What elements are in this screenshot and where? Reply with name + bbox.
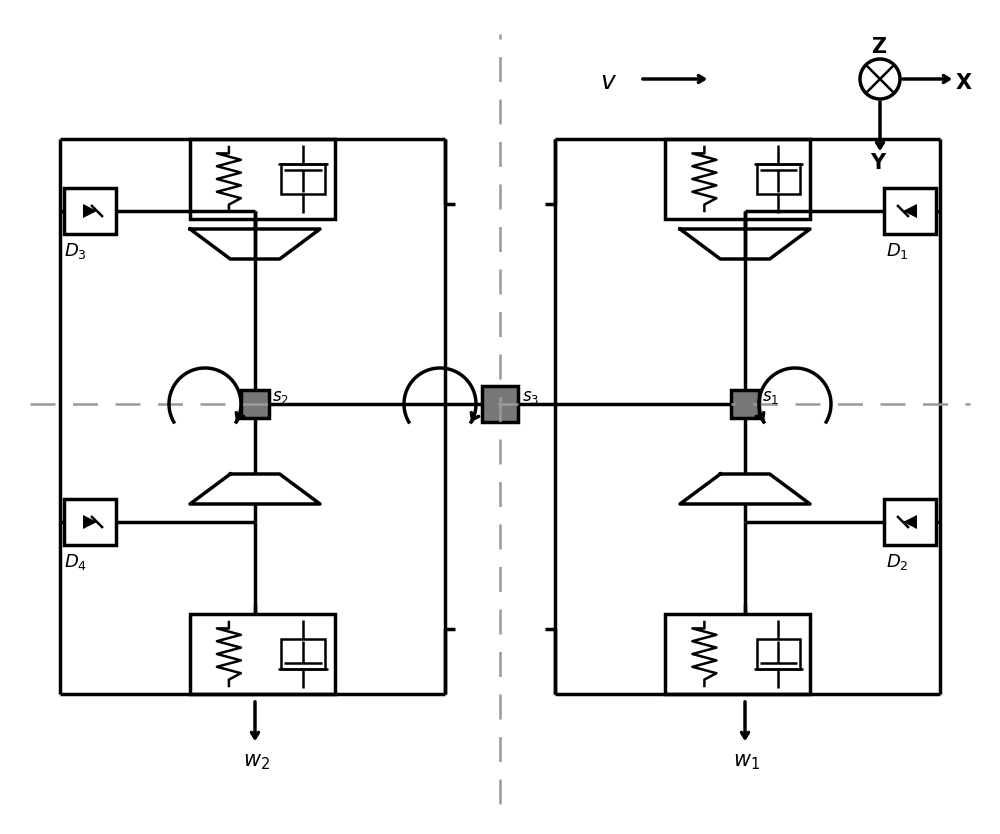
Text: $D_1$: $D_1$ [886,241,909,261]
Polygon shape [680,474,810,504]
Text: Z: Z [871,37,886,57]
Bar [731,390,759,418]
Polygon shape [903,204,917,218]
Bar [190,139,335,219]
Text: $s_3$: $s_3$ [522,389,539,406]
Polygon shape [83,204,97,218]
Text: $v$: $v$ [600,71,617,94]
Bar [281,639,325,669]
Text: $D_3$: $D_3$ [64,241,87,261]
Text: $D_4$: $D_4$ [64,552,87,572]
Bar [665,614,810,694]
Text: $w_2$: $w_2$ [243,752,270,771]
Bar [190,614,335,694]
Polygon shape [190,229,320,259]
Bar [757,163,800,194]
Text: Y: Y [870,153,885,173]
Bar [64,188,116,234]
Polygon shape [903,515,917,529]
Bar [64,499,116,545]
Polygon shape [83,515,97,529]
Bar [241,390,269,418]
Text: $s_1$: $s_1$ [762,389,779,406]
Text: X: X [956,73,972,93]
Bar [884,188,936,234]
Bar [757,639,800,669]
Text: $w_1$: $w_1$ [733,752,760,771]
Polygon shape [680,229,810,259]
Bar [884,499,936,545]
Bar [665,139,810,219]
Text: $s_2$: $s_2$ [272,389,289,406]
Bar [281,163,325,194]
Bar [482,386,518,422]
Polygon shape [190,474,320,504]
Text: $D_2$: $D_2$ [886,552,909,572]
